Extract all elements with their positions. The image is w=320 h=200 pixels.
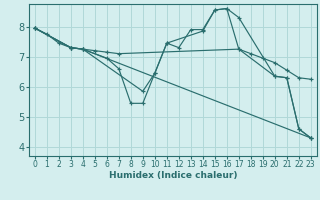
X-axis label: Humidex (Indice chaleur): Humidex (Indice chaleur): [108, 171, 237, 180]
